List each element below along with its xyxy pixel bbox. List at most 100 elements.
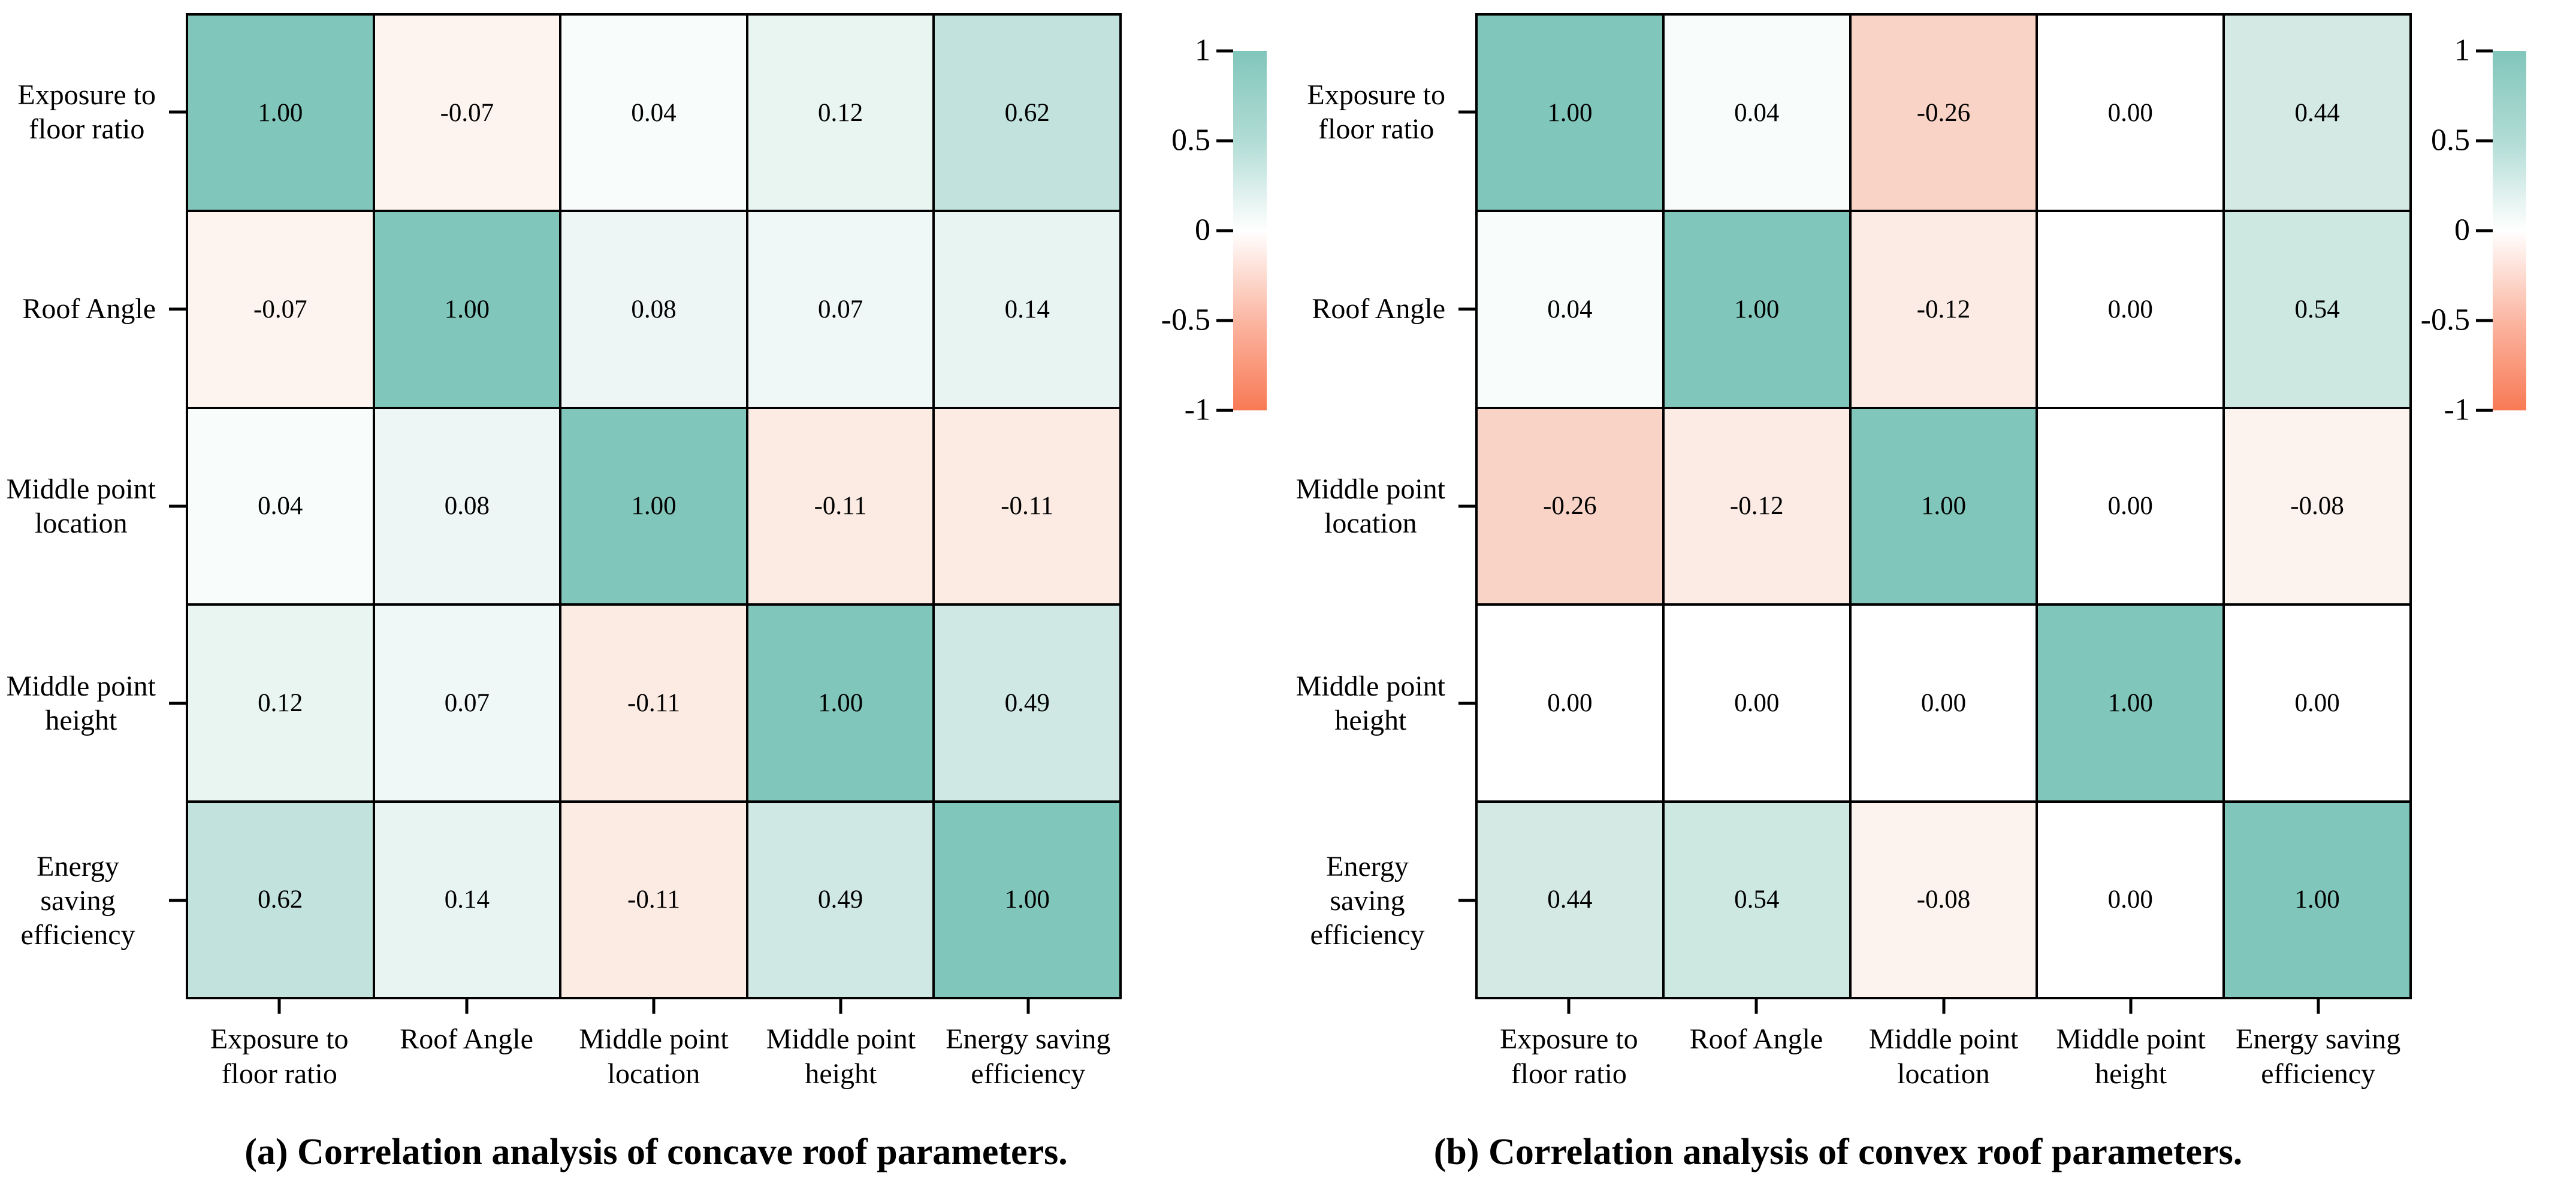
x-axis-tick bbox=[1754, 999, 1758, 1014]
row-label: Middle point height bbox=[0, 605, 186, 802]
heatmap-cell: -0.11 bbox=[935, 409, 1119, 604]
heatmap-cell: 0.44 bbox=[1478, 802, 1662, 997]
row-label-text: Energy saving efficiency bbox=[1310, 850, 1425, 951]
row-label: Middle point location bbox=[1289, 407, 1475, 604]
y-axis-tick bbox=[169, 702, 186, 705]
y-axis-tick bbox=[1458, 504, 1475, 508]
heatmap-cell: 0.08 bbox=[561, 212, 746, 407]
colorbar-tick bbox=[2476, 49, 2493, 53]
row-label: Energy saving efficiency bbox=[0, 802, 186, 999]
column-label: Energy saving efficiency bbox=[2236, 1023, 2401, 1090]
heatmap-cell: 1.00 bbox=[2038, 606, 2223, 800]
heatmap-cell: 0.00 bbox=[2038, 16, 2223, 210]
colorbar-a: 1 0.5 0 -0.5 -1 bbox=[1055, 33, 1330, 452]
column-label: Exposure to floor ratio bbox=[1499, 1023, 1638, 1090]
y-axis-tick bbox=[1458, 307, 1475, 311]
heatmap-cell: 0.00 bbox=[2225, 606, 2409, 800]
heatmap-cell: -0.12 bbox=[1664, 409, 1849, 604]
heatmap-cell: 0.00 bbox=[2038, 409, 2223, 604]
colorbar-tick bbox=[2476, 319, 2493, 322]
colorbar-tick-label: 1 bbox=[2454, 33, 2470, 68]
x-axis-tick bbox=[652, 999, 656, 1014]
y-axis-tick bbox=[169, 307, 186, 311]
x-axis-labels-a: Exposure to floor ratio Roof Angle Middle p… bbox=[186, 1022, 1122, 1092]
heatmap-cell: -0.11 bbox=[561, 802, 746, 997]
colorbar-tick-label: -0.5 bbox=[1161, 303, 1210, 337]
heatmap-cell: 1.00 bbox=[188, 16, 373, 210]
colorbar-tick bbox=[2476, 409, 2493, 412]
heatmap-cell: 1.00 bbox=[935, 802, 1119, 997]
x-axis-tick bbox=[277, 999, 281, 1014]
heatmap-cell: -0.08 bbox=[1851, 802, 2036, 997]
y-axis-tick bbox=[169, 504, 186, 508]
heatmap-cell: 0.12 bbox=[188, 606, 373, 800]
column-label: Energy saving efficiency bbox=[946, 1023, 1111, 1090]
x-axis-tick bbox=[465, 999, 469, 1014]
heatmap-cell: -0.26 bbox=[1478, 409, 1662, 604]
heatmap-cell: 0.44 bbox=[2225, 16, 2409, 210]
colorbar-tick-label: -0.5 bbox=[2420, 303, 2470, 337]
x-axis-tick bbox=[839, 999, 842, 1014]
caption-a: (a) Correlation analysis of concave roof… bbox=[244, 1132, 1068, 1172]
heatmap-cell: 1.00 bbox=[1851, 409, 2036, 604]
heatmap-grid-b: 1.00 0.04 -0.26 0.00 0.44 0.04 1.00 -0.12 0.00 0.… bbox=[1475, 13, 2412, 999]
heatmap-grid-a: 1.00 -0.07 0.04 0.12 0.62 -0.07 1.00 0.08 0.07 0.… bbox=[186, 13, 1122, 999]
heatmap-cell: 0.00 bbox=[2038, 212, 2223, 407]
heatmap-cell: -0.11 bbox=[561, 606, 746, 800]
heatmap-cell: 0.54 bbox=[2225, 212, 2409, 407]
colorbar-tick-label: -1 bbox=[2444, 392, 2470, 427]
heatmap-cell: 0.00 bbox=[2038, 802, 2223, 997]
heatmap-cell: 0.00 bbox=[1478, 606, 1662, 800]
colorbar-tick bbox=[1216, 229, 1233, 232]
column-label: Exposure to floor ratio bbox=[210, 1023, 349, 1090]
colorbar-tick-label: 0.5 bbox=[2431, 123, 2470, 158]
heatmap-cell: -0.07 bbox=[188, 212, 373, 407]
colorbar-tick-label: 1 bbox=[1195, 33, 1210, 68]
row-label-text: Roof Angle bbox=[1312, 293, 1445, 325]
row-label: Roof Angle bbox=[1289, 210, 1475, 407]
heatmap-cell: 1.00 bbox=[1664, 212, 1849, 407]
x-axis-tick bbox=[2129, 999, 2133, 1014]
row-label: Exposure to floor ratio bbox=[1289, 13, 1475, 210]
y-axis-tick bbox=[1458, 110, 1475, 114]
colorbar-tick-label: 0 bbox=[2454, 213, 2470, 247]
row-label: Middle point location bbox=[0, 407, 186, 604]
colorbar-tick bbox=[1216, 49, 1233, 53]
column-label: Middle point height bbox=[766, 1023, 916, 1090]
colorbar-tick bbox=[2476, 139, 2493, 143]
colorbar-gradient bbox=[1233, 51, 1267, 410]
row-label-text: Energy saving efficiency bbox=[20, 850, 135, 951]
heatmap-cell: 0.00 bbox=[1851, 606, 2036, 800]
x-axis-ticks-a bbox=[186, 999, 1122, 1014]
column-label: Middle point location bbox=[579, 1023, 729, 1090]
heatmap-cell: 0.04 bbox=[561, 16, 746, 210]
colorbar-tick bbox=[2476, 229, 2493, 232]
heatmap-cell: 0.49 bbox=[748, 802, 933, 997]
y-axis-labels-b: Exposure to floor ratio Roof Angle Middle p… bbox=[1289, 13, 1475, 999]
colorbar-tick bbox=[1216, 319, 1233, 322]
row-label: Energy saving efficiency bbox=[1289, 802, 1475, 999]
y-axis-tick bbox=[169, 899, 186, 902]
heatmap-cell: 0.12 bbox=[748, 16, 933, 210]
column-label: Middle point location bbox=[1868, 1023, 2019, 1090]
colorbar-b: 1 0.5 0 -0.5 -1 bbox=[2314, 33, 2576, 452]
heatmap-cell: -0.12 bbox=[1851, 212, 2036, 407]
x-axis-labels-b: Exposure to floor ratio Roof Angle Middle p… bbox=[1475, 1022, 2412, 1092]
row-label: Exposure to floor ratio bbox=[0, 13, 186, 210]
x-axis-tick bbox=[1567, 999, 1571, 1014]
y-axis-labels-a: Exposure to floor ratio Roof Angle Middle p… bbox=[0, 13, 186, 999]
heatmap-cell: -0.11 bbox=[748, 409, 933, 604]
y-axis-tick bbox=[169, 110, 186, 114]
heatmap-cell: 1.00 bbox=[748, 606, 933, 800]
y-axis-tick bbox=[1458, 899, 1475, 902]
row-label-text: Middle point location bbox=[1295, 473, 1445, 539]
heatmap-cell: 0.04 bbox=[188, 409, 373, 604]
row-label-text: Exposure to floor ratio bbox=[17, 78, 156, 145]
column-label: Roof Angle bbox=[1689, 1023, 1823, 1055]
heatmap-cell: 0.07 bbox=[375, 606, 560, 800]
heatmap-cell: 0.04 bbox=[1664, 16, 1849, 210]
heatmap-cell: 0.00 bbox=[1664, 606, 1849, 800]
heatmap-cell: -0.07 bbox=[375, 16, 560, 210]
heatmap-cell: 0.07 bbox=[748, 212, 933, 407]
